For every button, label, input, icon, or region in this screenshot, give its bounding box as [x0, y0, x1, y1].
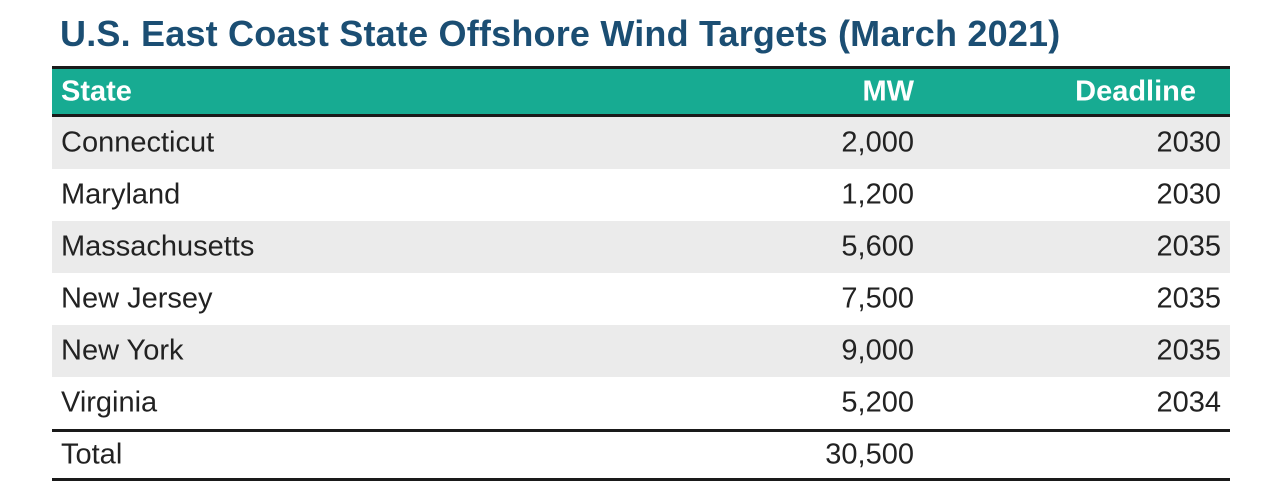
deadline-cell: 2034 — [1156, 386, 1221, 419]
mw-cell: 7,500 — [841, 282, 914, 315]
header-mw: MW — [862, 75, 914, 107]
mw-cell: 1,200 — [841, 178, 914, 211]
deadline-cell: 2035 — [1156, 282, 1221, 315]
deadline-cell: 2030 — [1156, 126, 1221, 159]
header-state: State — [61, 75, 132, 107]
state-cell: Virginia — [61, 386, 158, 419]
mw-cell: 5,600 — [841, 230, 914, 263]
mw-cell: 9,000 — [841, 334, 914, 367]
mw-cell: 2,000 — [841, 126, 914, 159]
table-row: New Jersey 7,500 2035 — [52, 273, 1230, 325]
table-row: New York 9,000 2035 — [52, 325, 1230, 377]
total-label: Total — [61, 438, 123, 471]
chart-title: U.S. East Coast State Offshore Wind Targ… — [60, 13, 1061, 54]
header-deadline: Deadline — [1075, 75, 1196, 107]
table-header-row: State MW Deadline — [52, 66, 1230, 117]
deadline-cell: 2035 — [1156, 230, 1221, 263]
table-row: Maryland 1,200 2030 — [52, 169, 1230, 221]
state-cell: New Jersey — [61, 282, 213, 315]
state-cell: New York — [61, 334, 184, 367]
total-row: Total 30,500 — [52, 429, 1230, 481]
targets-table: State MW Deadline Connecticut 2,000 2030… — [52, 66, 1230, 481]
table-row: Virginia 5,200 2034 — [52, 377, 1230, 429]
state-cell: Connecticut — [61, 126, 215, 159]
deadline-cell: 2030 — [1156, 178, 1221, 211]
deadline-cell: 2035 — [1156, 334, 1221, 367]
mw-cell: 5,200 — [841, 386, 914, 419]
table-row: Connecticut 2,000 2030 — [52, 117, 1230, 169]
table-row: Massachusetts 5,600 2035 — [52, 221, 1230, 273]
total-mw: 30,500 — [825, 438, 914, 471]
state-cell: Massachusetts — [61, 230, 255, 263]
state-cell: Maryland — [61, 178, 181, 211]
